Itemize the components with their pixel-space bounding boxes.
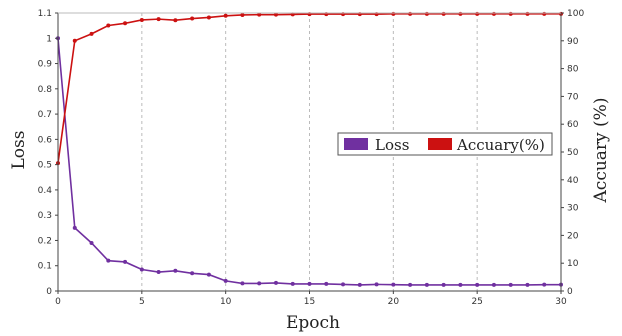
point-accuracy-8 bbox=[190, 16, 195, 21]
left-tick-label-0.9: 0.9 bbox=[38, 60, 53, 70]
x-tick-label-20: 20 bbox=[388, 297, 400, 307]
x-axis-title: Epoch bbox=[286, 313, 340, 333]
point-accuracy-28 bbox=[525, 11, 530, 16]
point-loss-20 bbox=[391, 282, 396, 287]
point-loss-7 bbox=[173, 268, 178, 273]
left-tick-label-0: 0 bbox=[46, 287, 52, 297]
point-accuracy-26 bbox=[491, 11, 496, 16]
series-layer bbox=[56, 11, 563, 287]
left-tick-label-0.4: 0.4 bbox=[38, 186, 53, 196]
point-loss-26 bbox=[491, 282, 496, 287]
left-tick-label-0.2: 0.2 bbox=[38, 236, 52, 246]
point-accuracy-3 bbox=[106, 23, 111, 28]
point-loss-21 bbox=[408, 282, 413, 287]
right-tick-label-40: 40 bbox=[567, 176, 579, 186]
x-tick-label-5: 5 bbox=[139, 297, 145, 307]
point-loss-2 bbox=[89, 240, 94, 245]
right-tick-label-0: 0 bbox=[567, 287, 573, 297]
point-loss-6 bbox=[156, 270, 161, 275]
point-loss-8 bbox=[190, 271, 195, 276]
left-axis-title: Loss bbox=[9, 131, 29, 170]
x-tick-label-15: 15 bbox=[304, 297, 315, 307]
point-accuracy-9 bbox=[206, 15, 211, 20]
left-tick-label-1.1: 1.1 bbox=[38, 9, 52, 19]
axes bbox=[55, 12, 564, 294]
point-loss-18 bbox=[357, 282, 362, 287]
left-tick-label-1: 1 bbox=[46, 34, 52, 44]
right-tick-label-10: 10 bbox=[567, 259, 579, 269]
point-loss-14 bbox=[290, 281, 295, 286]
point-accuracy-7 bbox=[173, 18, 178, 23]
right-axis-title: Accuary (%) bbox=[591, 98, 611, 204]
right-tick-label-80: 80 bbox=[567, 65, 579, 75]
x-tick-label-25: 25 bbox=[471, 297, 482, 307]
right-tick-label-70: 70 bbox=[567, 92, 579, 102]
left-tick-label-0.7: 0.7 bbox=[38, 110, 52, 120]
point-accuracy-5 bbox=[139, 17, 144, 22]
legend-label-loss: Loss bbox=[375, 136, 409, 154]
point-loss-28 bbox=[525, 282, 530, 287]
point-loss-10 bbox=[223, 278, 228, 283]
point-loss-16 bbox=[324, 281, 329, 286]
point-loss-5 bbox=[139, 267, 144, 272]
point-loss-19 bbox=[374, 282, 379, 287]
point-loss-4 bbox=[123, 259, 128, 264]
point-loss-25 bbox=[475, 282, 480, 287]
right-tick-label-100: 100 bbox=[567, 9, 584, 19]
tick-labels: 0 5 10 15 20 25 3000.10.20.30.40.50.60.70.80.9… bbox=[38, 9, 585, 307]
right-tick-label-50: 50 bbox=[567, 148, 579, 158]
right-tick-label-30: 30 bbox=[567, 204, 579, 214]
point-accuracy-13 bbox=[273, 12, 278, 17]
x-tick-label-0: 0 bbox=[55, 297, 61, 307]
point-accuracy-12 bbox=[257, 12, 262, 17]
point-loss-15 bbox=[307, 281, 312, 286]
left-tick-label-0.1: 0.1 bbox=[38, 262, 52, 272]
point-accuracy-20 bbox=[391, 11, 396, 16]
legend: Loss Accuary(%) bbox=[337, 132, 553, 156]
point-accuracy-27 bbox=[508, 11, 513, 16]
point-loss-11 bbox=[240, 281, 245, 286]
left-tick-label-0.6: 0.6 bbox=[38, 135, 53, 145]
point-accuracy-2 bbox=[89, 31, 94, 36]
legend-swatch-loss bbox=[344, 138, 368, 150]
left-tick-label-0.3: 0.3 bbox=[38, 211, 52, 221]
left-tick-label-0.5: 0.5 bbox=[38, 161, 52, 171]
point-loss-27 bbox=[508, 282, 513, 287]
legend-label-accuracy: Accuary(%) bbox=[456, 136, 545, 154]
point-accuracy-4 bbox=[123, 21, 128, 26]
point-loss-22 bbox=[424, 282, 429, 287]
right-tick-label-60: 60 bbox=[567, 120, 579, 130]
legend-swatch-accuracy bbox=[428, 138, 452, 150]
point-loss-24 bbox=[458, 282, 463, 287]
point-loss-1 bbox=[72, 225, 77, 230]
point-loss-9 bbox=[206, 272, 211, 277]
right-tick-label-90: 90 bbox=[567, 37, 579, 47]
point-loss-3 bbox=[106, 258, 111, 263]
point-accuracy-11 bbox=[240, 12, 245, 17]
point-accuracy-23 bbox=[441, 11, 446, 16]
x-tick-label-10: 10 bbox=[220, 297, 232, 307]
point-loss-13 bbox=[273, 280, 278, 285]
point-accuracy-21 bbox=[408, 11, 413, 16]
point-accuracy-29 bbox=[542, 11, 547, 16]
point-loss-12 bbox=[257, 281, 262, 286]
point-accuracy-1 bbox=[72, 38, 77, 43]
left-tick-label-0.8: 0.8 bbox=[38, 85, 53, 95]
point-accuracy-6 bbox=[156, 17, 161, 22]
point-loss-29 bbox=[542, 282, 547, 287]
point-accuracy-24 bbox=[458, 11, 463, 16]
right-tick-label-20: 20 bbox=[567, 231, 579, 241]
point-accuracy-25 bbox=[475, 11, 480, 16]
point-loss-17 bbox=[341, 282, 346, 287]
point-accuracy-22 bbox=[424, 11, 429, 16]
x-tick-label-30: 30 bbox=[555, 297, 567, 307]
point-accuracy-10 bbox=[223, 13, 228, 18]
point-loss-23 bbox=[441, 282, 446, 287]
